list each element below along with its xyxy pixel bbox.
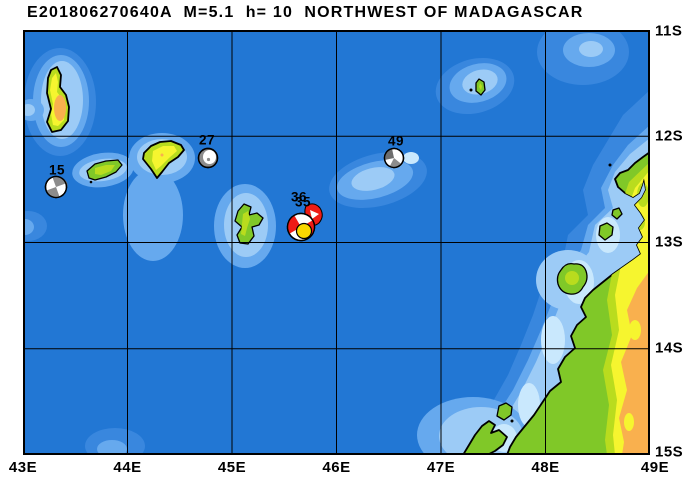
event-label-36: 36 xyxy=(290,189,308,205)
event-label-49: 49 xyxy=(387,133,405,149)
beachball-49 xyxy=(383,147,405,169)
island-mayotte xyxy=(234,203,264,245)
map-border xyxy=(23,30,650,455)
island-moheli xyxy=(86,159,123,184)
y-tick-11s: 11S xyxy=(655,22,683,40)
x-tick-44e: 44E xyxy=(113,459,142,476)
beachball-15 xyxy=(44,175,68,199)
island-glorioso xyxy=(469,78,486,96)
islet-dot-1 xyxy=(608,163,612,167)
islet-dot-2 xyxy=(510,419,514,423)
x-tick-43e: 43E xyxy=(8,459,38,476)
bathymetry-map xyxy=(23,30,650,455)
island-nosy-be xyxy=(556,262,588,295)
x-tick-49e: 49E xyxy=(640,459,670,476)
beachball-cluster-main-event xyxy=(286,203,323,242)
peninsula-southwest xyxy=(462,420,508,455)
y-tick-13s: 13S xyxy=(655,233,684,251)
x-tick-46e: 46E xyxy=(322,459,351,476)
beachball-27 xyxy=(197,147,219,169)
island-anjouan xyxy=(142,140,185,179)
page-title: E201806270640A M=5.1 h= 10 NORTHWEST OF … xyxy=(27,4,584,21)
graticule xyxy=(23,30,650,455)
x-tick-48e: 48E xyxy=(531,459,560,476)
x-tick-45e: 45E xyxy=(217,459,247,476)
islet-south xyxy=(496,402,513,421)
x-tick-47e: 47E xyxy=(426,459,456,476)
islands xyxy=(46,66,623,455)
event-label-27: 27 xyxy=(198,132,216,148)
map-canvas: 15 27 49 36 35 xyxy=(23,30,650,455)
islet-north-1 xyxy=(598,222,614,241)
islet-north-2 xyxy=(611,207,623,220)
island-grande-comore xyxy=(46,66,70,133)
event-label-15: 15 xyxy=(48,162,66,178)
y-tick-14s: 14S xyxy=(655,339,684,357)
epicenter-circle xyxy=(295,222,313,240)
event-label-35: 35 xyxy=(294,194,312,210)
y-tick-15s: 15S xyxy=(655,443,684,461)
y-tick-12s: 12S xyxy=(655,127,684,145)
